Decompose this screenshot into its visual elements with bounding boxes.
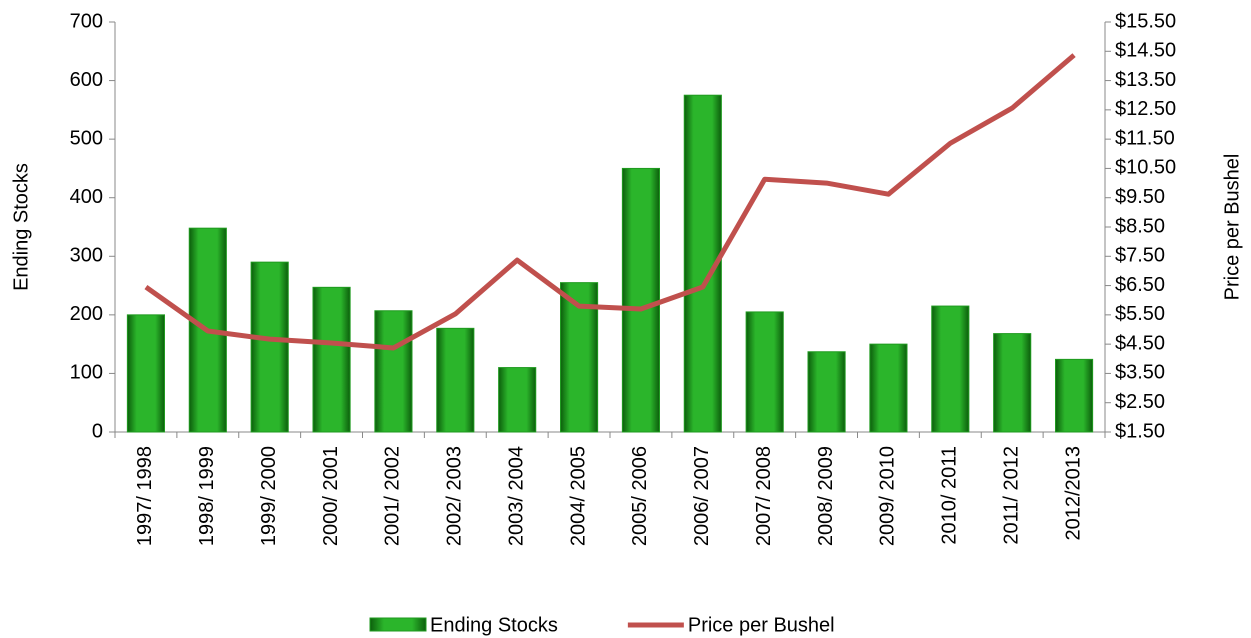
- x-tick-label: 2000/ 2001: [320, 446, 342, 546]
- x-tick-label: 2010/ 2011: [939, 446, 961, 545]
- bar: [931, 305, 970, 433]
- y2-tick-label: $14.50: [1115, 40, 1176, 62]
- x-tick-label: 1997/ 1998: [134, 446, 156, 546]
- y2-tick-label: $10.50: [1115, 157, 1176, 179]
- bar: [250, 261, 289, 433]
- y-tick-label: 100: [70, 362, 103, 384]
- x-tick-label: 2011/ 2012: [1000, 446, 1022, 545]
- y2-tick-label: $8.50: [1115, 215, 1165, 237]
- bar: [436, 327, 475, 433]
- x-tick-label: 1999/ 2000: [258, 446, 280, 546]
- bar: [498, 367, 537, 433]
- bar: [374, 310, 413, 433]
- y2-tick-label: $15.50: [1115, 10, 1176, 32]
- x-tick-label: 2001/ 2002: [382, 446, 404, 546]
- legend-label: Ending Stocks: [430, 614, 558, 636]
- y-tick-label: 500: [70, 127, 103, 149]
- y2-tick-label: $3.50: [1115, 362, 1165, 384]
- y2-tick-label: $9.50: [1115, 186, 1165, 208]
- bar: [126, 314, 165, 433]
- x-tick-label: 2008/ 2009: [815, 446, 837, 546]
- x-tick-label: 2007/ 2008: [753, 446, 775, 546]
- bar: [745, 311, 784, 433]
- x-tick-label: 2005/ 2006: [629, 446, 651, 546]
- y-tick-label: 300: [70, 245, 103, 267]
- x-tick-label: 2009/ 2010: [877, 446, 899, 546]
- x-tick-label: 1998/ 1999: [196, 446, 218, 546]
- bar: [807, 351, 846, 433]
- y-tick-label: 600: [70, 69, 103, 91]
- x-tick-label: 2006/ 2007: [691, 446, 713, 546]
- y2-tick-label: $5.50: [1115, 303, 1165, 325]
- y-tick-label: 200: [70, 303, 103, 325]
- price-line: [144, 53, 1076, 351]
- y-tick-label: 0: [92, 420, 103, 442]
- x-tick-label: 2012/2013: [1062, 446, 1084, 541]
- y-tick-label: 700: [70, 10, 103, 32]
- legend-swatch: [369, 617, 427, 632]
- y2-tick-label: $12.50: [1115, 98, 1176, 120]
- y2-tick-label: $6.50: [1115, 274, 1165, 296]
- y-axis-label: Ending Stocks: [10, 163, 32, 291]
- y2-tick-label: $1.50: [1115, 420, 1165, 442]
- y2-tick-label: $11.50: [1115, 127, 1175, 149]
- y2-axis-label: Price per Bushel: [1221, 154, 1243, 301]
- y2-tick-label: $7.50: [1115, 245, 1165, 267]
- y2-tick-label: $13.50: [1115, 69, 1176, 91]
- bar: [869, 343, 908, 433]
- bar: [1055, 358, 1094, 433]
- y2-tick-label: $2.50: [1115, 391, 1165, 413]
- bar: [993, 333, 1032, 433]
- legend-label: Price per Bushel: [688, 614, 835, 636]
- bar: [621, 167, 660, 433]
- x-tick-label: 2003/ 2004: [505, 446, 527, 546]
- x-tick-label: 2002/ 2003: [444, 446, 466, 546]
- bar: [312, 286, 351, 433]
- y-tick-label: 400: [70, 186, 103, 208]
- x-tick-label: 2004/ 2005: [567, 446, 589, 546]
- y2-tick-label: $4.50: [1115, 332, 1165, 354]
